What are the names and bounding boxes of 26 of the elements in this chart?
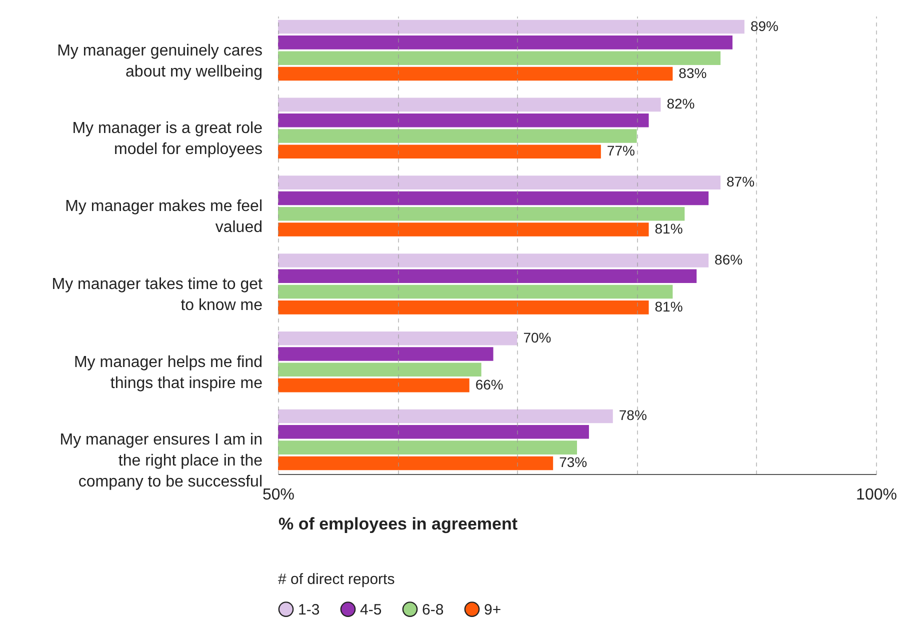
data-label: 86% xyxy=(714,251,743,268)
data-label: 70% xyxy=(523,329,552,346)
legend-label: 4-5 xyxy=(360,601,382,618)
data-label: 66% xyxy=(475,376,504,392)
x-tick-label: 50% xyxy=(262,486,295,504)
data-label: 89% xyxy=(750,18,778,34)
data-label: 78% xyxy=(618,407,647,424)
data-label: 81% xyxy=(654,298,683,314)
y-tick-label: My manager makes me feel valued xyxy=(65,198,262,236)
y-tick-label: My manager ensures I am in the right place in the company to be successful xyxy=(60,432,263,491)
legend-title: # of direct reports xyxy=(278,571,395,588)
legend-label: 6-8 xyxy=(422,601,444,618)
x-axis-title: % of employees in agreement xyxy=(278,514,518,534)
x-tick-label: 100% xyxy=(856,486,897,504)
y-tick-label: My manager is a great role model for employees xyxy=(72,120,263,158)
data-label: 81% xyxy=(654,220,683,237)
y-tick-label: My manager takes time to get to know me xyxy=(52,276,264,314)
legend-label: 9+ xyxy=(484,601,502,618)
legend-label: 1-3 xyxy=(298,601,320,618)
data-label: 77% xyxy=(606,142,635,159)
y-tick-label: My manager helps me find things that inspire me xyxy=(74,354,263,392)
y-tick-label: My manager genuinely cares about my wellbeing xyxy=(57,42,262,80)
data-label: 73% xyxy=(559,454,588,470)
data-label: 82% xyxy=(666,96,695,112)
data-label: 87% xyxy=(726,174,755,190)
data-label: 83% xyxy=(678,64,707,81)
